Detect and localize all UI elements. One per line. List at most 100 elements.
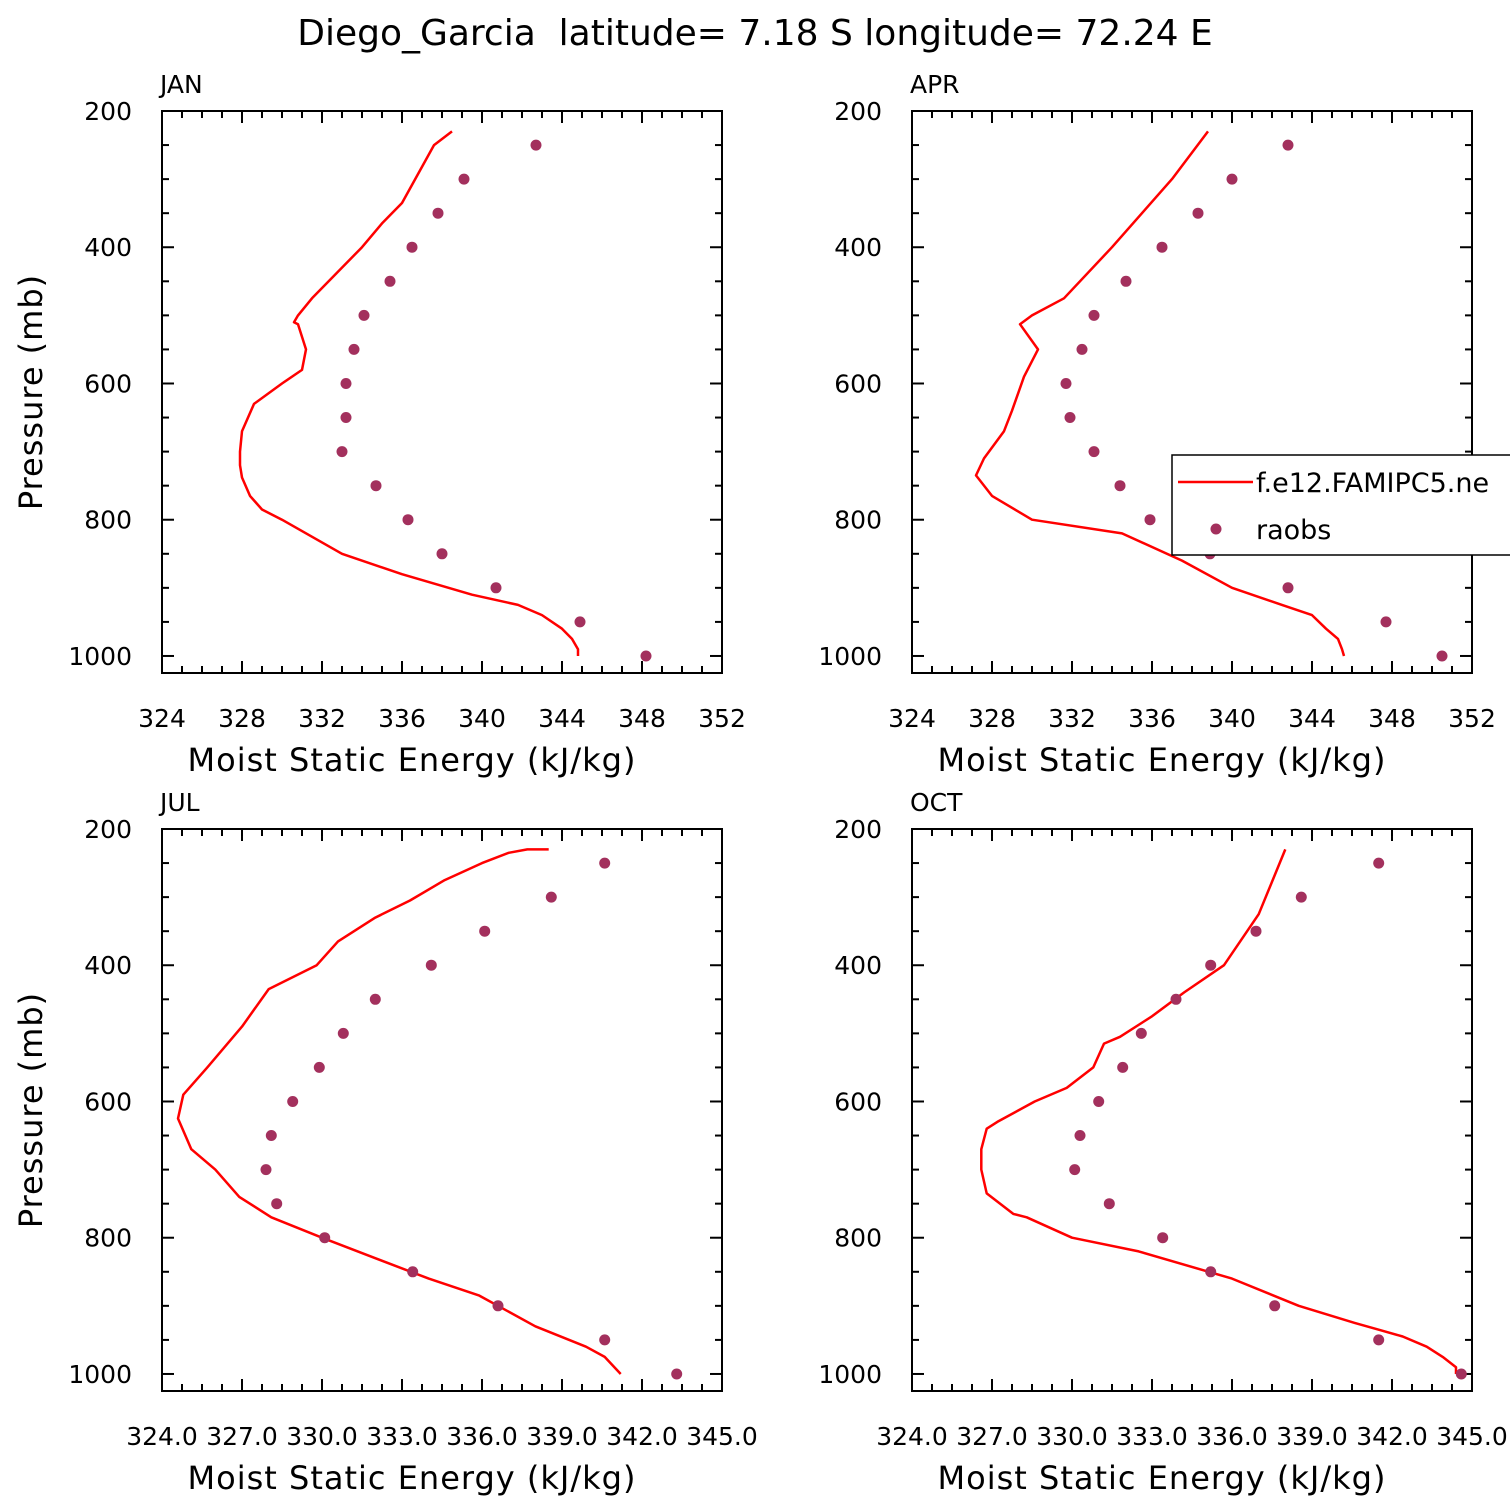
raobs-point (458, 173, 470, 185)
y-tick-label: 1000 (818, 1360, 882, 1389)
figure-title: Diego_Garcia latitude= 7.18 S longitude=… (297, 13, 1213, 54)
raobs-point (406, 241, 418, 253)
raobs-point (1192, 207, 1204, 219)
panel-label: APR (910, 70, 960, 99)
y-tick-label: 800 (84, 1224, 132, 1253)
x-tick-label: 344 (538, 704, 586, 733)
raobs-point (1380, 616, 1392, 628)
x-tick-label: 328 (218, 704, 266, 733)
raobs-point (1205, 1266, 1217, 1278)
y-tick-label: 200 (834, 815, 882, 844)
x-tick-label: 328 (968, 704, 1016, 733)
x-tick-label: 339.0 (526, 1422, 598, 1451)
raobs-point (1117, 1061, 1129, 1073)
raobs-point (436, 548, 448, 560)
raobs-point (340, 378, 352, 389)
raobs-point (1226, 173, 1238, 185)
legend-box (1171, 454, 1510, 556)
y-tick-label: 400 (84, 951, 132, 980)
model-line-series (980, 848, 1458, 1374)
x-tick-label: 352 (698, 704, 746, 733)
raobs-point (574, 616, 586, 628)
raobs-point (340, 412, 352, 423)
y-tick-label: 400 (84, 233, 132, 262)
x-tick-label: 340 (458, 704, 506, 733)
raobs-point (1114, 480, 1126, 492)
raobs-point (1170, 993, 1182, 1005)
raobs-point (1064, 412, 1076, 423)
raobs-point (1373, 857, 1385, 869)
raobs-point (1282, 582, 1294, 594)
raobs-point (319, 1232, 331, 1244)
raobs-point (348, 343, 360, 355)
raobs-point (1373, 1334, 1385, 1346)
raobs-point (369, 993, 381, 1005)
raobs-point (1076, 343, 1088, 355)
plot-frame (911, 828, 1473, 1392)
y-tick-label: 800 (84, 506, 132, 535)
raobs-point (1093, 1096, 1105, 1107)
panel-label: JUL (158, 788, 200, 817)
x-tick-label: 324 (138, 704, 186, 733)
raobs-point (1074, 1130, 1086, 1141)
x-tick-label: 352 (1448, 704, 1496, 733)
raobs-point (530, 139, 542, 151)
raobs-point (1144, 514, 1156, 526)
raobs-point (1436, 650, 1448, 662)
legend: f.e12.FAMIPC5.ne raobs (1171, 454, 1510, 556)
plot-frame (911, 110, 1473, 674)
raobs-point (384, 275, 396, 287)
plot-frame (161, 828, 723, 1392)
x-tick-label: 339.0 (1276, 1422, 1348, 1451)
x-tick-label: 340 (1208, 704, 1256, 733)
model-line-series (238, 130, 580, 656)
raobs-point (671, 1368, 683, 1380)
x-tick-label: 330.0 (286, 1422, 358, 1451)
x-tick-label: 348 (1368, 704, 1416, 733)
plot-frame (161, 110, 723, 674)
x-tick-label: 330.0 (1036, 1422, 1108, 1451)
raobs-point (402, 514, 414, 526)
raobs-point (490, 582, 502, 594)
raobs-point (260, 1164, 272, 1176)
panel-oct: OCT 324.0 327.0 330.0 333.0 336.0 339.0 342.0 34… (818, 788, 1507, 1497)
raobs-point (1250, 925, 1262, 937)
raobs-point (425, 959, 437, 971)
x-tick-label: 324 (888, 704, 936, 733)
x-tick-label: 333.0 (1116, 1422, 1188, 1451)
y-tick-label: 400 (834, 233, 882, 262)
raobs-point (370, 480, 382, 492)
legend-label-model: f.e12.FAMIPC5.ne (1256, 468, 1489, 499)
raobs-point (1156, 241, 1168, 253)
raobs-point (336, 446, 348, 458)
y-tick-label: 1000 (68, 1360, 132, 1389)
y-tick-label: 800 (834, 1224, 882, 1253)
panel-label: JAN (158, 70, 203, 99)
raobs-point (265, 1130, 277, 1141)
x-axis-label: Moist Static Energy (kJ/kg) (188, 1459, 637, 1497)
x-tick-label: 342.0 (1356, 1422, 1428, 1451)
raobs-point (1455, 1368, 1467, 1380)
raobs-point (545, 891, 557, 903)
raobs-point (337, 1027, 349, 1039)
x-tick-label: 327.0 (956, 1422, 1028, 1451)
y-axis-label: Pressure (mb) (12, 992, 50, 1228)
raobs-point (1120, 275, 1132, 287)
y-tick-label: 200 (84, 815, 132, 844)
x-tick-label: 333.0 (366, 1422, 438, 1451)
y-tick-label: 200 (84, 97, 132, 126)
y-tick-label: 1000 (818, 642, 882, 671)
x-axis-label: Moist Static Energy (kJ/kg) (938, 1459, 1387, 1497)
panel-apr: APR 324 328 332 336 340 344 348 352 200 400 600 800 1… (818, 70, 1495, 779)
x-tick-label: 332 (1048, 704, 1096, 733)
raobs-point (1157, 1232, 1169, 1244)
x-tick-label: 332 (298, 704, 346, 733)
raobs-point (599, 1334, 611, 1346)
x-tick-label: 336.0 (1196, 1422, 1268, 1451)
y-axis-label: Pressure (mb) (12, 274, 50, 510)
raobs-point (1069, 1164, 1081, 1176)
raobs-point (1060, 378, 1072, 389)
x-tick-label: 336.0 (446, 1422, 518, 1451)
raobs-point (1135, 1027, 1147, 1039)
